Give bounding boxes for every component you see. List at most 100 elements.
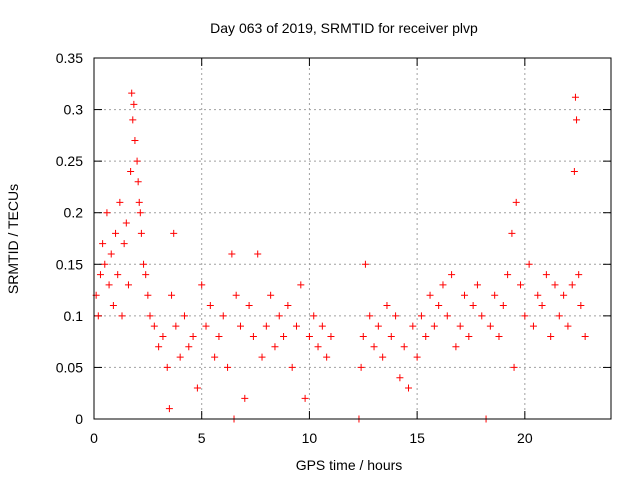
data-point xyxy=(305,332,313,340)
data-point xyxy=(198,281,206,289)
data-point xyxy=(396,374,404,382)
data-point xyxy=(469,302,477,310)
data-point xyxy=(228,250,236,258)
data-point xyxy=(124,281,132,289)
x-tick-label: 5 xyxy=(198,430,206,446)
data-point xyxy=(170,229,178,237)
data-points xyxy=(92,89,589,423)
data-point xyxy=(323,353,331,361)
data-point xyxy=(577,302,585,310)
data-point xyxy=(379,353,387,361)
data-point xyxy=(189,332,197,340)
data-point xyxy=(551,281,559,289)
data-point xyxy=(165,405,173,413)
data-point xyxy=(262,322,270,330)
chart-title: Day 063 of 2019, SRMTID for receiver plv… xyxy=(210,20,478,36)
data-point xyxy=(361,260,369,268)
data-point xyxy=(129,116,137,124)
data-point xyxy=(163,363,171,371)
data-point xyxy=(134,178,142,186)
data-point xyxy=(327,332,335,340)
data-point xyxy=(206,302,214,310)
data-point xyxy=(211,353,219,361)
y-tick-label: 0.05 xyxy=(56,359,83,375)
x-tick-label: 10 xyxy=(302,430,318,446)
data-point xyxy=(172,322,180,330)
data-point xyxy=(465,332,473,340)
data-point xyxy=(103,209,111,217)
data-point xyxy=(517,281,525,289)
y-tick-label: 0.35 xyxy=(56,50,83,66)
data-point xyxy=(180,312,188,320)
data-point xyxy=(555,312,563,320)
data-point xyxy=(122,219,130,227)
data-point xyxy=(405,384,413,392)
data-point xyxy=(284,302,292,310)
data-point xyxy=(568,281,576,289)
data-point xyxy=(142,271,150,279)
data-point xyxy=(510,363,518,371)
data-point xyxy=(448,271,456,279)
data-point xyxy=(94,312,102,320)
data-point xyxy=(131,137,139,145)
data-point xyxy=(137,229,145,237)
data-point xyxy=(570,167,578,175)
data-point xyxy=(159,332,167,340)
x-tick-label: 0 xyxy=(90,430,98,446)
data-point xyxy=(116,198,124,206)
data-point xyxy=(573,116,581,124)
data-point xyxy=(529,322,537,330)
data-point xyxy=(280,332,288,340)
data-point xyxy=(101,260,109,268)
data-point xyxy=(185,343,193,351)
data-point xyxy=(417,312,425,320)
data-point xyxy=(512,198,520,206)
data-point xyxy=(120,240,128,248)
data-point xyxy=(456,322,464,330)
data-point xyxy=(534,291,542,299)
data-point xyxy=(267,291,275,299)
data-point xyxy=(135,198,143,206)
data-point xyxy=(140,260,148,268)
data-point xyxy=(99,240,107,248)
data-point xyxy=(133,157,141,165)
data-point xyxy=(435,302,443,310)
data-point xyxy=(236,322,244,330)
data-point xyxy=(245,302,253,310)
y-tick-label: 0.25 xyxy=(56,153,83,169)
data-point xyxy=(366,312,374,320)
y-tick-label: 0.1 xyxy=(64,308,84,324)
data-point xyxy=(504,271,512,279)
data-point xyxy=(105,281,113,289)
data-point xyxy=(155,343,163,351)
data-point xyxy=(374,322,382,330)
plot-frame xyxy=(93,57,612,420)
data-point xyxy=(202,322,210,330)
data-point xyxy=(224,363,232,371)
data-point xyxy=(107,250,115,258)
data-point xyxy=(443,312,451,320)
data-point xyxy=(575,271,583,279)
data-point xyxy=(136,209,144,217)
data-point xyxy=(288,363,296,371)
data-point xyxy=(491,291,499,299)
data-point xyxy=(422,332,430,340)
data-point xyxy=(318,322,326,330)
data-point xyxy=(127,167,135,175)
data-point xyxy=(150,322,158,330)
data-point xyxy=(241,394,249,402)
data-point xyxy=(478,312,486,320)
y-tick-label: 0 xyxy=(75,411,83,427)
data-point xyxy=(387,332,395,340)
data-point xyxy=(215,332,223,340)
data-point xyxy=(144,291,152,299)
data-point xyxy=(452,343,460,351)
data-point xyxy=(146,312,154,320)
data-point xyxy=(400,343,408,351)
data-point xyxy=(176,353,184,361)
data-point xyxy=(571,93,579,101)
data-point xyxy=(310,312,318,320)
data-point xyxy=(538,302,546,310)
data-point xyxy=(499,302,507,310)
data-point xyxy=(112,229,120,237)
